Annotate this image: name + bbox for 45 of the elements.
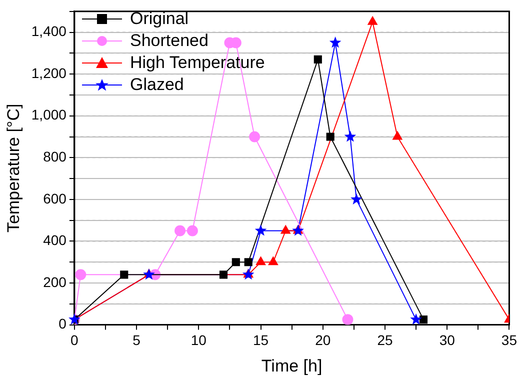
point bbox=[344, 130, 356, 142]
y-tick-label: 400 bbox=[43, 232, 67, 248]
point bbox=[268, 256, 278, 266]
point bbox=[342, 314, 354, 325]
y-axis-title: Temperature [°C] bbox=[4, 104, 23, 232]
point bbox=[350, 193, 362, 204]
y-tick-label: 0 bbox=[58, 316, 67, 332]
y-tick-label: 1,200 bbox=[31, 64, 67, 81]
point bbox=[75, 269, 86, 280]
legend-label: High Temperature bbox=[130, 52, 265, 74]
point bbox=[314, 55, 322, 64]
y-tick-label: 600 bbox=[43, 190, 67, 206]
point bbox=[244, 258, 252, 266]
point bbox=[174, 225, 186, 236]
y-tick-label: 800 bbox=[43, 148, 67, 165]
point bbox=[392, 131, 402, 140]
point bbox=[419, 316, 428, 324]
point bbox=[254, 224, 267, 236]
point bbox=[219, 270, 228, 279]
x-tick-label: 30 bbox=[439, 332, 456, 348]
point bbox=[256, 256, 266, 266]
point bbox=[368, 16, 378, 25]
x-tick-label: 15 bbox=[252, 332, 269, 348]
point bbox=[280, 225, 290, 234]
point bbox=[120, 270, 128, 279]
point bbox=[186, 225, 198, 236]
legend-label: Glazed bbox=[130, 74, 184, 96]
x-tick-label: 25 bbox=[377, 332, 393, 348]
legend-label: Original bbox=[130, 8, 189, 30]
y-tick-label: 1,000 bbox=[31, 106, 67, 123]
point bbox=[329, 36, 342, 48]
x-tick-label: 35 bbox=[501, 332, 518, 348]
x-tick-label: 0 bbox=[70, 332, 79, 348]
point bbox=[249, 131, 260, 142]
point bbox=[326, 132, 334, 141]
legend-label: Shortened bbox=[130, 30, 208, 52]
y-tick-label: 1,400 bbox=[31, 23, 67, 40]
x-tick-label: 5 bbox=[132, 332, 141, 348]
point bbox=[68, 313, 80, 325]
y-tick-label: 200 bbox=[43, 274, 67, 290]
point bbox=[410, 313, 422, 325]
x-tick-label: 10 bbox=[190, 332, 207, 348]
point bbox=[232, 258, 240, 266]
x-axis-title: Time [h] bbox=[261, 356, 322, 376]
x-tick-label: 20 bbox=[315, 332, 331, 348]
